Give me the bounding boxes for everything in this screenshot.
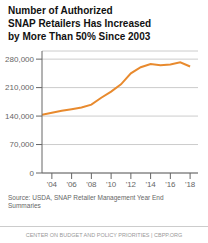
svg-text:280,000: 280,000 xyxy=(8,55,35,64)
svg-text:0: 0 xyxy=(30,169,35,178)
html-text:Summaries: Summaries xyxy=(8,202,41,209)
svg-text:'16: '16 xyxy=(165,180,176,189)
svg-text:70,000: 70,000 xyxy=(10,140,35,149)
svg-text:140,000: 140,000 xyxy=(8,112,35,121)
svg-text:'12: '12 xyxy=(126,180,137,189)
html-text:by More Than 50% Since 2003: by More Than 50% Since 2003 xyxy=(8,31,151,42)
html-text:Source: USDA, SNAP Retailer Ma: Source: USDA, SNAP Retailer Management Y… xyxy=(8,194,164,201)
html-text:CENTER ON BUDGET AND POLICY PR: CENTER ON BUDGET AND POLICY PRIORITIES |… xyxy=(25,232,183,238)
html-text:SNAP Retailers Has Increased: SNAP Retailers Has Increased xyxy=(8,18,152,29)
svg-text:'06: '06 xyxy=(66,180,77,189)
svg-text:'18: '18 xyxy=(185,180,196,189)
html-text:Number of Authorized: Number of Authorized xyxy=(8,5,113,16)
svg-text:210,000: 210,000 xyxy=(8,83,35,92)
svg-text:'04: '04 xyxy=(47,180,58,189)
svg-text:'14: '14 xyxy=(145,180,156,189)
svg-text:'08: '08 xyxy=(86,180,97,189)
svg-text:'10: '10 xyxy=(106,180,117,189)
